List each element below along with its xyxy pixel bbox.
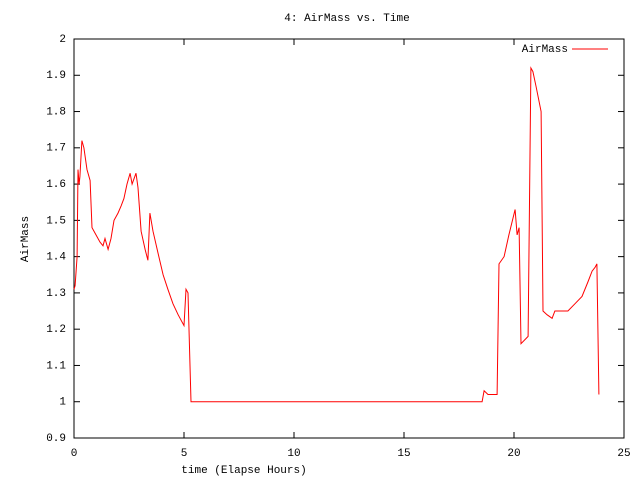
y-tick-label: 1.2 (46, 324, 66, 336)
plot-frame (73, 38, 625, 439)
data-line (73, 66, 600, 403)
y-tick-label: 1 (59, 397, 66, 409)
x-tick-label: 15 (397, 448, 410, 460)
y-tick-label: 1.7 (46, 143, 66, 155)
x-tick-label: 25 (617, 448, 630, 460)
y-tick-label: 1.6 (46, 179, 66, 191)
legend-label: AirMass (522, 44, 568, 56)
y-tick-label: 1.3 (46, 288, 66, 300)
y-tick-label: 2 (59, 34, 66, 46)
y-axis-label: AirMass (20, 216, 32, 262)
x-tick-label: 5 (181, 448, 188, 460)
y-tick-label: 1.9 (46, 70, 66, 82)
x-tick-label: 20 (507, 448, 520, 460)
y-tick-label: 1.8 (46, 106, 66, 118)
x-tick-label: 0 (71, 448, 78, 460)
x-tick-label: 10 (287, 448, 300, 460)
y-tick-label: 1.1 (46, 360, 66, 372)
chart-title: 4: AirMass vs. Time (284, 13, 409, 25)
x-axis-label: time (Elapse Hours) (181, 465, 306, 477)
y-tick-label: 1.4 (46, 252, 66, 264)
y-tick-label: 0.9 (46, 433, 66, 445)
y-tick-label: 1.5 (46, 215, 66, 227)
